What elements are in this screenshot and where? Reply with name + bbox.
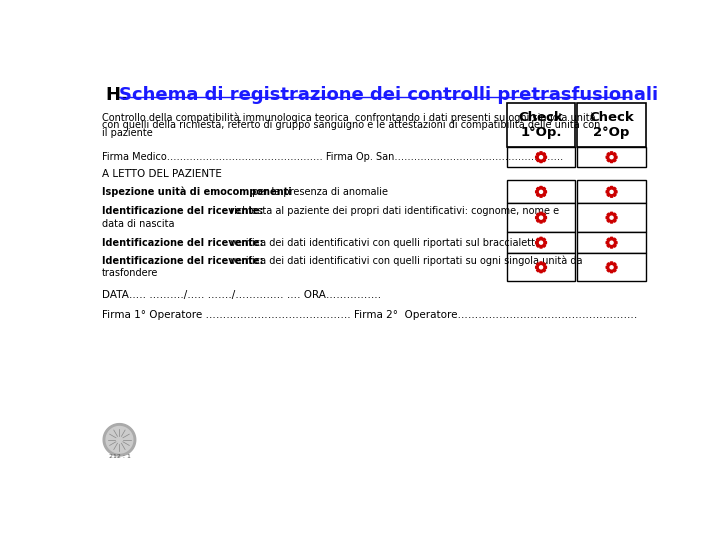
Polygon shape (539, 266, 543, 269)
Text: Identificazione del ricevente:: Identificazione del ricevente: (102, 238, 263, 248)
Polygon shape (610, 241, 613, 244)
Polygon shape (539, 241, 543, 244)
Bar (507, 253, 575, 281)
Polygon shape (610, 156, 613, 159)
Polygon shape (606, 262, 617, 273)
Bar (507, 147, 575, 167)
Polygon shape (539, 216, 543, 219)
Polygon shape (606, 212, 617, 223)
Text: Firma 1° Operatore …………………………………… Firma 2°  Operatore…………………………………………….: Firma 1° Operatore …………………………………… Firma … (102, 309, 637, 320)
Text: trasfondere: trasfondere (102, 268, 158, 279)
Text: Schema di registrazione dei controlli pretrasfusionali: Schema di registrazione dei controlli pr… (120, 85, 659, 104)
Bar (507, 232, 575, 253)
Text: DATA….. ………./….. ……./………….. …. ORA…………….: DATA….. ………./….. ……./………….. …. ORA……………. (102, 289, 381, 300)
Text: per la presenza di anomalie: per la presenza di anomalie (248, 187, 387, 197)
Bar (507, 103, 575, 147)
Text: H.: H. (106, 85, 134, 104)
Text: Firma Medico………………………………………… Firma Op. San…………………………………………….: Firma Medico………………………………………… Firma Op. S… (102, 152, 563, 162)
Text: il paziente: il paziente (102, 127, 153, 138)
Text: Check
1°Op.: Check 1°Op. (518, 111, 564, 139)
Text: data di nascita: data di nascita (102, 219, 174, 229)
Polygon shape (103, 423, 136, 456)
Bar (577, 147, 646, 167)
Bar (577, 232, 646, 253)
Polygon shape (536, 152, 546, 163)
Polygon shape (106, 427, 132, 453)
Text: Controllo della compatibilità immunologica teorica  confrontando i dati presenti: Controllo della compatibilità immunologi… (102, 113, 595, 123)
Bar (507, 204, 575, 232)
Polygon shape (610, 216, 613, 219)
Text: A LETTO DEL PAZIENTE: A LETTO DEL PAZIENTE (102, 169, 222, 179)
Polygon shape (536, 262, 546, 273)
Polygon shape (610, 266, 613, 269)
Bar (507, 180, 575, 204)
Polygon shape (606, 237, 617, 248)
Polygon shape (539, 190, 543, 193)
Polygon shape (536, 237, 546, 248)
Polygon shape (536, 212, 546, 223)
Text: Check
2°Op: Check 2°Op (589, 111, 634, 139)
Bar (577, 180, 646, 204)
Polygon shape (606, 186, 617, 197)
Bar (577, 103, 646, 147)
Text: Identificazione del ricevente:: Identificazione del ricevente: (102, 206, 263, 217)
Text: Identificazione del ricevente:: Identificazione del ricevente: (102, 256, 263, 266)
Polygon shape (606, 152, 617, 163)
Polygon shape (536, 186, 546, 197)
Text: 212 : 1: 212 : 1 (109, 454, 130, 459)
Text: verifica dei dati identificativi con quelli riportati su ogni singola unità da: verifica dei dati identificativi con que… (227, 256, 582, 266)
Text: Ispezione unità di emocomponenti: Ispezione unità di emocomponenti (102, 187, 292, 197)
Bar (577, 253, 646, 281)
Polygon shape (610, 190, 613, 193)
Text: con quelli della richiesta, referto di gruppo sanguigno e le attestazioni di com: con quelli della richiesta, referto di g… (102, 120, 600, 131)
Polygon shape (539, 156, 543, 159)
Bar (577, 204, 646, 232)
Text: richiesta al paziente dei propri dati identificativi: cognome, nome e: richiesta al paziente dei propri dati id… (227, 206, 559, 217)
Text: verifica dei dati identificativi con quelli riportati sul braccialetto: verifica dei dati identificativi con que… (227, 238, 541, 248)
